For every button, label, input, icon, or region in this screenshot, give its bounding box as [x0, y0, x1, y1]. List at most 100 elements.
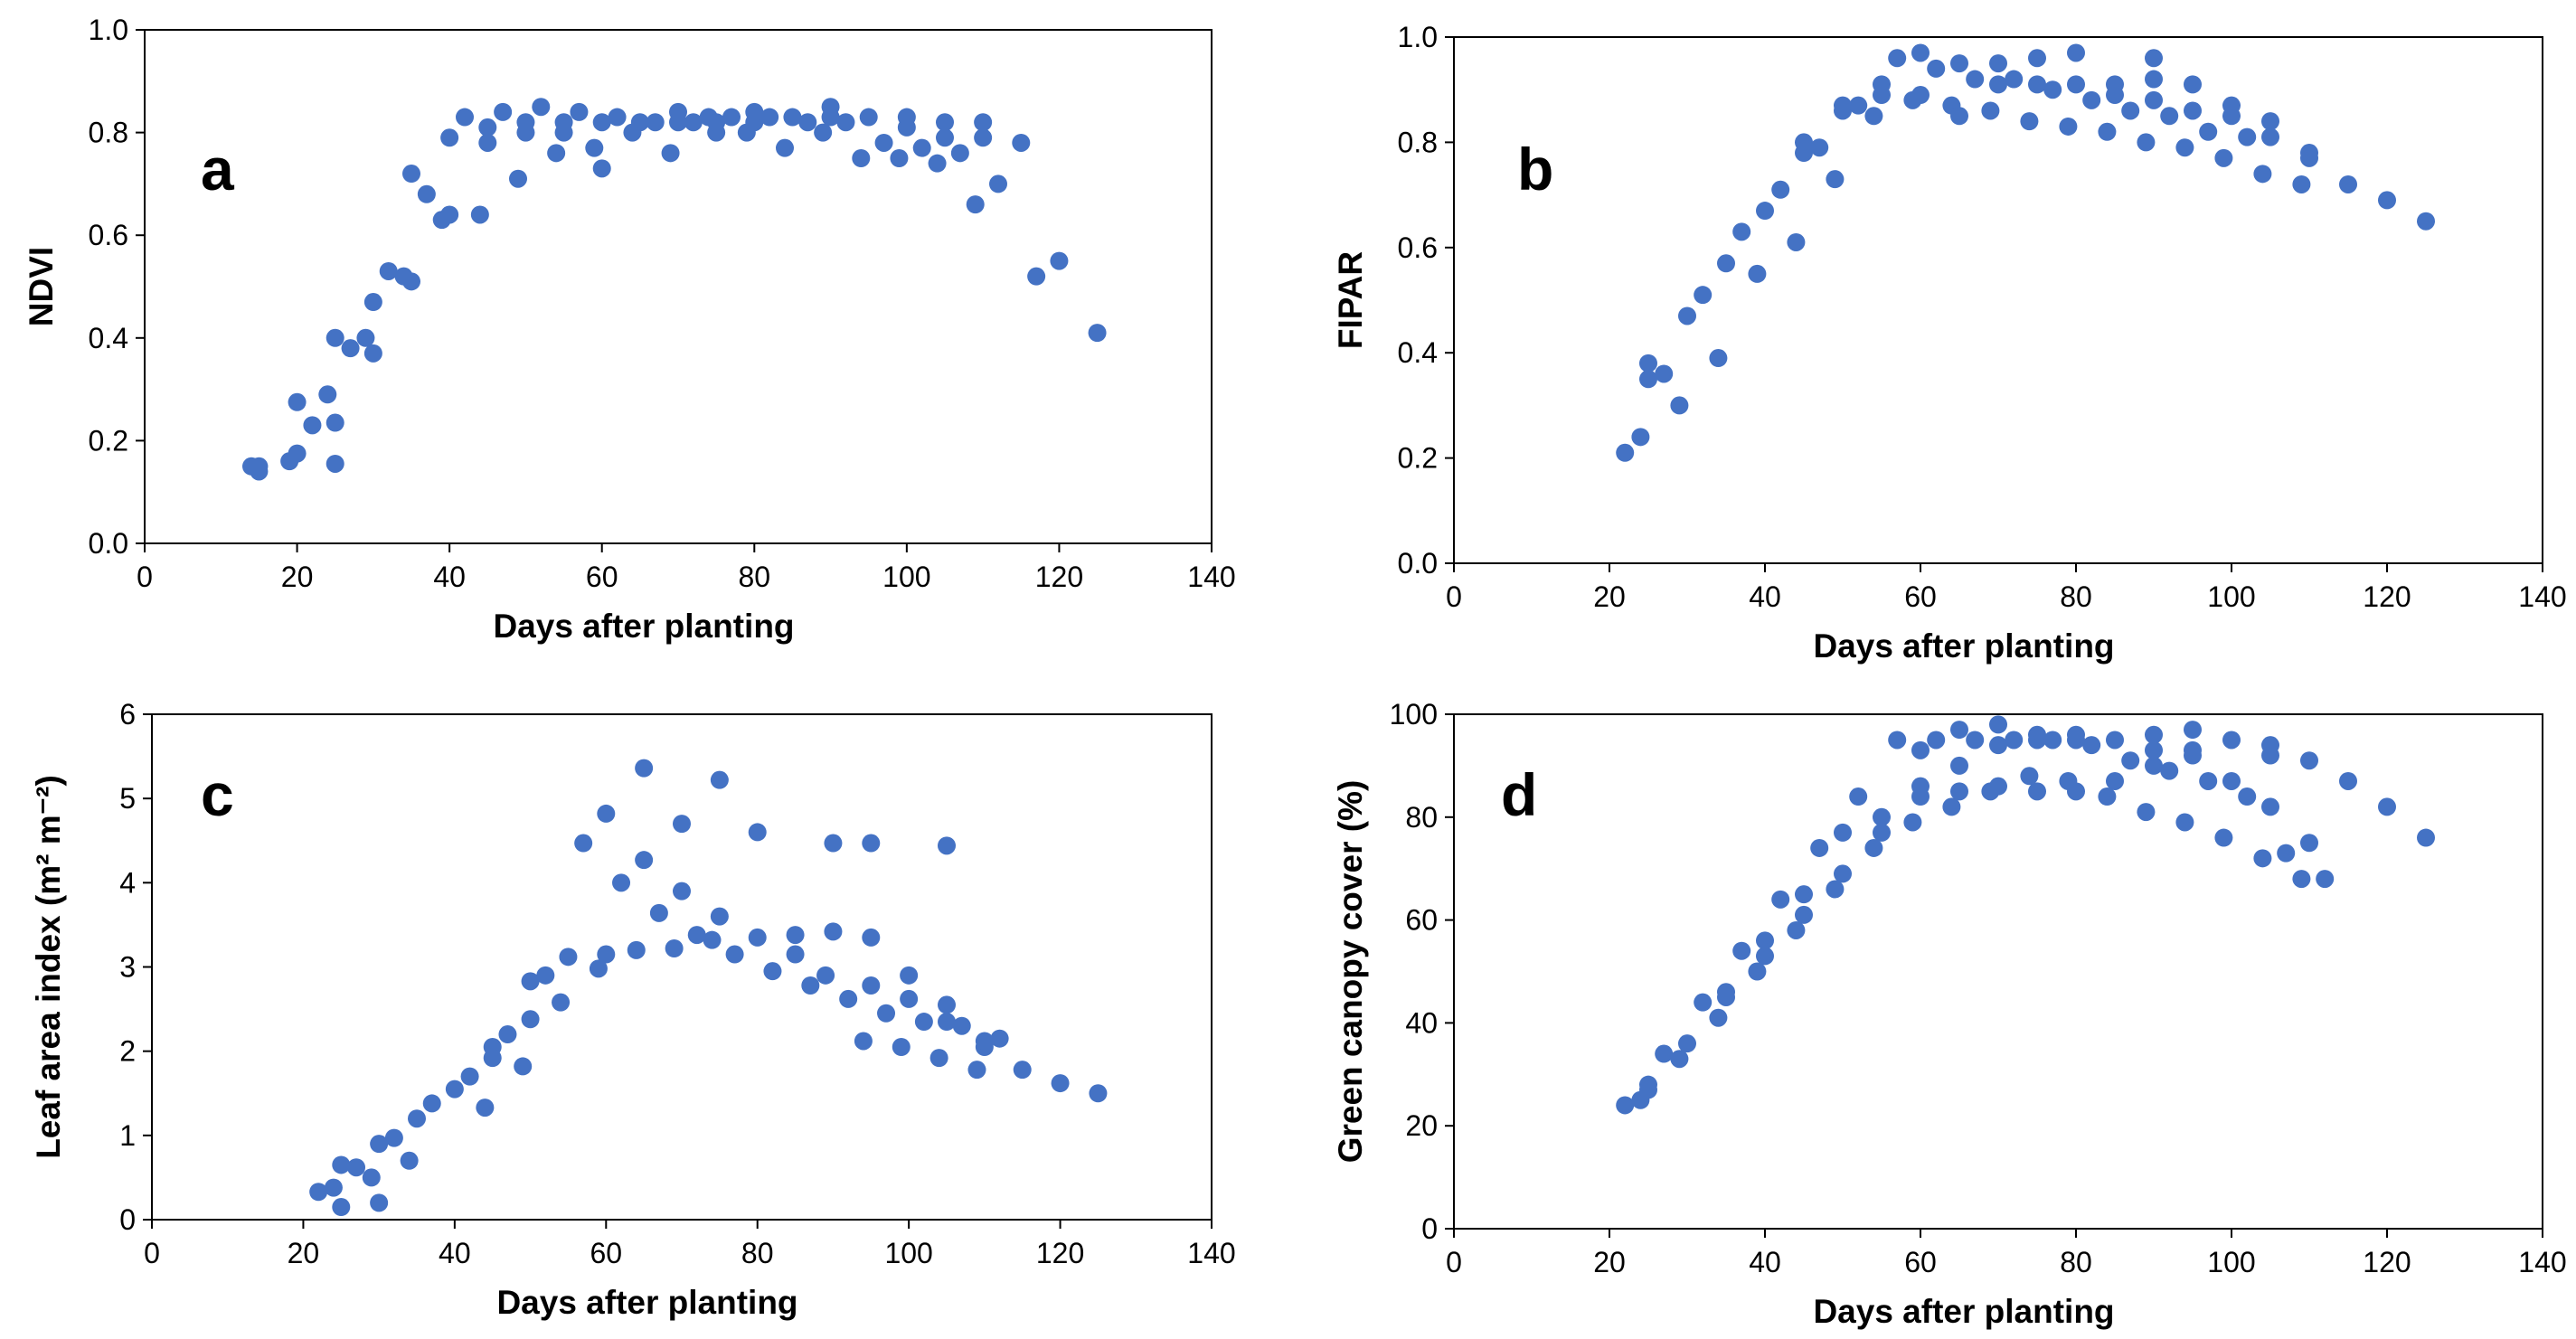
data-point — [1942, 797, 1961, 816]
x-tick-label: 140 — [1187, 1237, 1235, 1269]
data-point — [900, 966, 919, 985]
data-point — [2005, 70, 2024, 89]
y-tick-label: 1 — [119, 1119, 136, 1152]
data-point — [1012, 133, 1031, 152]
data-point — [890, 149, 909, 167]
data-point — [478, 118, 497, 137]
data-point — [854, 1032, 873, 1051]
data-point — [760, 108, 779, 127]
data-point — [745, 102, 764, 121]
data-point — [2175, 138, 2194, 157]
data-point — [938, 995, 956, 1014]
data-point — [798, 113, 817, 132]
data-point — [710, 770, 729, 789]
data-point — [646, 113, 665, 132]
data-point — [684, 113, 703, 132]
data-point — [975, 1032, 994, 1051]
data-point — [1810, 838, 1829, 857]
data-point — [874, 133, 893, 152]
data-point — [1756, 947, 1774, 966]
data-point — [649, 903, 668, 922]
data-point — [2378, 797, 2396, 816]
data-point — [1911, 86, 1930, 105]
data-point — [1670, 1050, 1689, 1069]
x-tick-label: 40 — [433, 561, 466, 593]
y-tick-label: 0.8 — [89, 117, 128, 149]
data-point — [288, 444, 307, 463]
data-point — [402, 165, 420, 184]
x-tick-label: 20 — [1593, 580, 1626, 613]
x-tick-label: 0 — [137, 561, 153, 593]
data-point — [2028, 725, 2046, 744]
x-axis-label: Days after planting — [496, 1284, 797, 1321]
data-point — [936, 128, 954, 147]
data-point — [417, 184, 436, 203]
data-point — [559, 948, 578, 967]
x-tick-label: 80 — [741, 1237, 774, 1269]
data-point — [1051, 1074, 1070, 1093]
data-point — [1911, 777, 1930, 796]
data-point — [1670, 396, 1689, 415]
data-point — [1616, 443, 1635, 462]
data-point — [862, 928, 881, 947]
data-point — [521, 972, 540, 991]
x-tick-label: 140 — [2518, 580, 2566, 613]
plot-frame — [144, 29, 1213, 544]
data-point — [2145, 49, 2163, 68]
data-point — [2222, 771, 2241, 790]
data-point — [288, 392, 307, 411]
y-tick-label: 0 — [1421, 1212, 1438, 1245]
data-point — [1631, 428, 1650, 447]
data-point — [1927, 59, 1946, 78]
y-tick-label: 1.0 — [89, 14, 128, 46]
x-tick-label: 40 — [1749, 1246, 1781, 1278]
data-point — [532, 98, 551, 117]
data-point — [2160, 107, 2179, 126]
data-point — [2028, 49, 2046, 68]
data-point — [1795, 885, 1813, 904]
data-point — [1088, 324, 1107, 343]
chart-a: 0 20 40 60 80 100 120 140 0.0 0.2 0.4 0.6 0.8 1.0 Days… — [23, 14, 1236, 645]
data-point — [990, 1029, 1009, 1048]
chart-c: 0 20 40 60 80 100 120 140 0 1 2 3 4 5 6 Days after plan… — [30, 698, 1236, 1321]
data-point — [2214, 828, 2233, 847]
data-point — [1864, 838, 1883, 857]
plot-frame — [151, 713, 1213, 1221]
data-point — [1873, 75, 1891, 94]
data-point — [2253, 849, 2272, 868]
data-point — [2199, 771, 2218, 790]
data-point — [2378, 191, 2396, 210]
data-point — [1732, 222, 1751, 241]
data-point — [2098, 122, 2117, 141]
data-point — [2417, 828, 2435, 847]
data-point — [309, 1183, 328, 1202]
plot-frame — [1453, 713, 2543, 1230]
y-axis-label: Leaf area index (m² m⁻²) — [30, 775, 67, 1159]
data-point — [1989, 75, 2007, 94]
data-point — [1027, 267, 1046, 286]
data-point — [862, 976, 881, 995]
x-tick-label: 100 — [2207, 580, 2255, 613]
y-tick-label: 0.4 — [89, 322, 128, 354]
panel-letter: a — [201, 136, 235, 203]
data-point — [1639, 1075, 1657, 1094]
x-tick-label: 60 — [590, 1237, 622, 1269]
data-point — [1616, 1096, 1635, 1115]
data-point — [326, 328, 344, 347]
data-point — [1089, 1084, 1108, 1103]
y-tick-label: 2 — [119, 1035, 136, 1068]
y-tick-label: 4 — [119, 866, 136, 899]
data-point — [341, 339, 360, 358]
data-point — [2184, 75, 2202, 94]
data-point — [635, 759, 654, 778]
data-point — [1787, 232, 1806, 251]
y-tick-label: 0.0 — [89, 527, 128, 560]
data-point — [445, 1080, 464, 1099]
data-point — [900, 989, 919, 1008]
data-point — [974, 128, 993, 147]
data-point — [363, 293, 382, 312]
data-point — [570, 102, 589, 121]
data-point — [1748, 962, 1767, 981]
data-point — [356, 328, 375, 347]
y-axis-label: Green canopy cover (%) — [1332, 780, 1369, 1164]
